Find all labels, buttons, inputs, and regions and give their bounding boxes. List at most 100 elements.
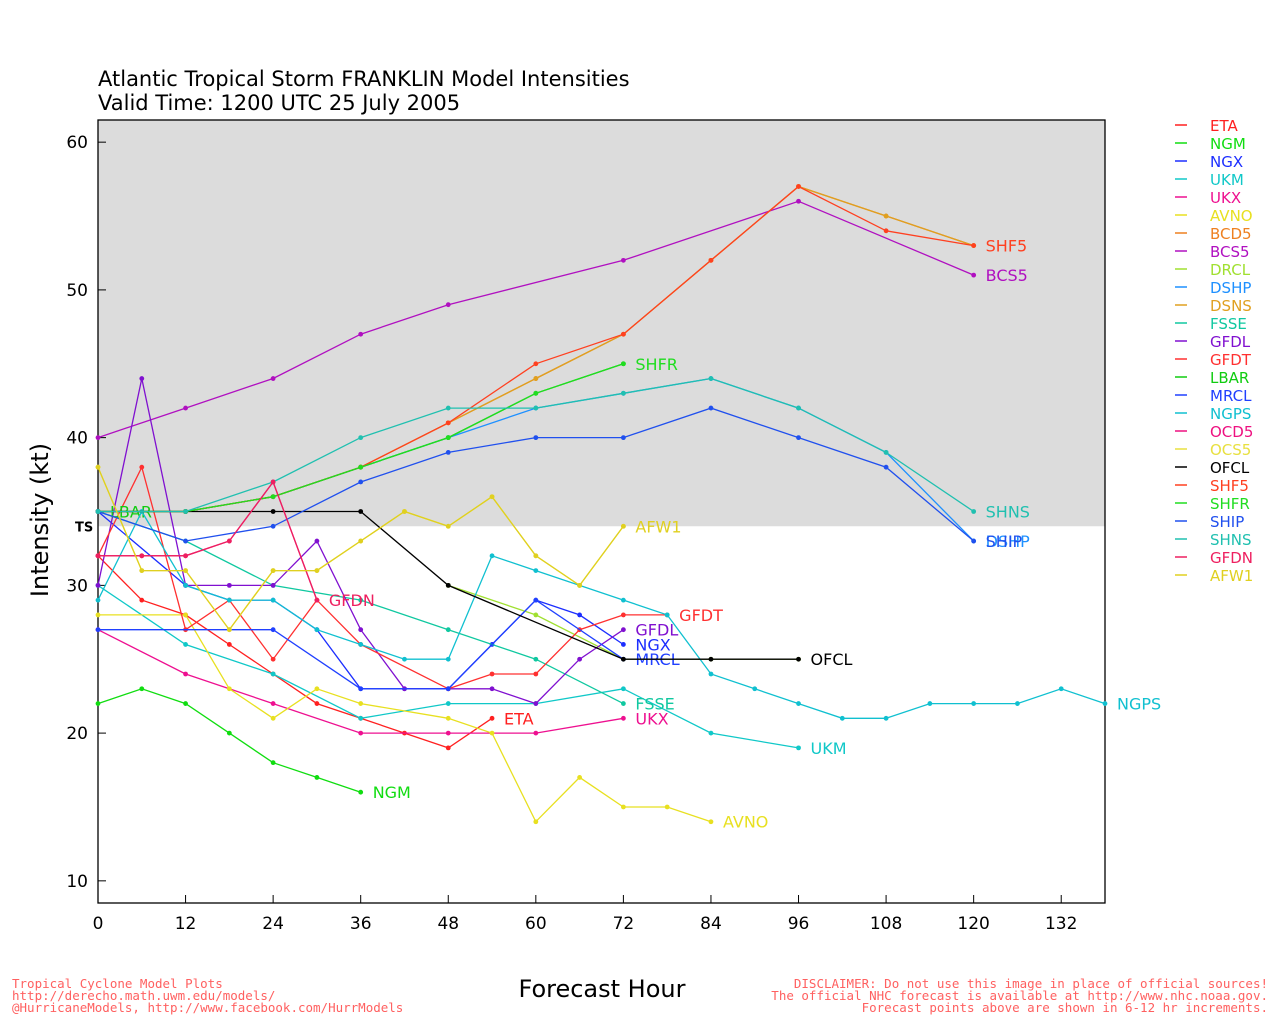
data-point-ukx [620, 715, 626, 721]
data-point-ngps [1015, 701, 1020, 706]
data-point-shfr [533, 390, 539, 396]
data-point-afw1 [95, 464, 101, 470]
chart-title: Atlantic Tropical Storm FRANKLIN Model I… [98, 67, 630, 91]
series-end-label-ukx: UKX [635, 709, 668, 728]
y-tick-label: 50 [66, 281, 88, 301]
series-end-label-gfdl: GFDL [635, 621, 678, 640]
data-point-avno [226, 686, 232, 692]
data-point-shf5 [533, 361, 539, 367]
data-point-ngps [533, 568, 539, 573]
y-tick-label: 30 [66, 576, 88, 596]
data-point-avno [314, 686, 320, 692]
data-point-mrcl [358, 686, 364, 692]
legend-item-gfdn: GFDN [1210, 549, 1253, 567]
x-tick-label: 72 [613, 914, 635, 934]
data-point-shfr [620, 361, 626, 367]
data-point-eta [489, 715, 495, 721]
data-point-ngx [577, 612, 583, 618]
data-point-shf5 [445, 420, 451, 426]
data-point-afw1 [183, 568, 188, 573]
footer-right-line: DISCLAIMER: Do not use this image in pla… [794, 976, 1268, 991]
data-point-ship [796, 435, 801, 441]
series-line-ofcl [98, 510, 799, 660]
data-point-avno [270, 715, 276, 721]
data-point-gfdt [489, 671, 495, 677]
series-line-ngps [97, 510, 1106, 719]
x-tick-label: 12 [175, 914, 197, 934]
series-end-label-ngm: NGM [373, 783, 411, 802]
legend-item-dsns: DSNS [1210, 297, 1252, 315]
data-point-ngps [839, 715, 845, 721]
data-point-gfdn [95, 553, 101, 559]
data-point-gfdt [270, 656, 276, 662]
series-end-label-eta: ETA [504, 709, 534, 728]
data-point-ngps [314, 627, 320, 633]
data-point-ngm [95, 701, 101, 706]
series-end-label-dshp: DSHP [986, 532, 1031, 551]
data-point-ukx [270, 701, 276, 706]
data-point-ship [183, 538, 188, 544]
series-end-label-avno: AVNO [723, 813, 768, 832]
data-point-drcl [533, 612, 539, 618]
data-point-afw1 [489, 494, 495, 500]
data-point-fsse [533, 656, 539, 662]
data-point-gfdl [489, 686, 495, 692]
legend-item-ukm: UKM [1210, 171, 1244, 189]
legend-item-bcs5: BCS5 [1210, 243, 1250, 261]
data-point-afw1 [402, 509, 407, 514]
data-point-bcs5 [620, 257, 626, 263]
data-point-fsse [445, 627, 451, 633]
data-point-ngps [796, 701, 801, 706]
legend-item-avno: AVNO [1210, 207, 1253, 225]
data-point-shfr [358, 464, 364, 470]
data-point-avno [95, 612, 101, 618]
x-tick-label: 24 [262, 914, 284, 934]
legend-item-shfr: SHFR [1210, 495, 1250, 513]
data-point-ngps [95, 597, 101, 603]
legend-item-ngm: NGM [1210, 135, 1246, 153]
data-point-afw1 [270, 568, 276, 573]
data-point-afw1 [314, 568, 320, 573]
data-point-ofcl [708, 656, 714, 662]
data-point-gfdn [314, 597, 320, 603]
data-point-ngm [139, 686, 145, 692]
legend-item-dshp: DSHP [1210, 279, 1251, 297]
data-point-shfr [270, 494, 276, 500]
legend-item-ocd5: OCD5 [1210, 423, 1253, 441]
series-end-label-shns: SHNS [986, 503, 1030, 522]
data-point-ngps [489, 553, 495, 559]
series-line-drcl [448, 584, 799, 660]
data-point-avno [183, 612, 188, 618]
data-point-ship [445, 450, 451, 455]
legend-item-gfdt: GFDT [1210, 351, 1252, 369]
data-point-ofcl [445, 582, 451, 588]
footer-left: Tropical Cyclone Model Plots http://dere… [12, 976, 403, 1015]
data-point-ukm [620, 686, 626, 692]
legend-item-lbar: LBAR [1210, 369, 1249, 387]
series-end-label-bcs5: BCS5 [986, 266, 1028, 285]
data-point-gfdl [620, 627, 626, 633]
y-tick-label: 60 [66, 133, 88, 153]
data-point-ngps [226, 597, 232, 603]
data-point-ngps [883, 715, 889, 721]
data-point-ukm [270, 671, 276, 677]
data-point-ofcl [620, 656, 626, 662]
x-tick-label: 108 [870, 914, 902, 934]
legend-item-drcl: DRCL [1210, 261, 1251, 279]
data-point-shf5 [971, 243, 977, 248]
legend-item-fsse: FSSE [1210, 315, 1247, 333]
data-point-shf5 [883, 228, 889, 234]
data-point-mrcl [533, 597, 539, 603]
data-point-gfdl [270, 582, 276, 588]
data-point-gfdn [226, 538, 232, 544]
data-point-gfdt [139, 464, 145, 470]
data-point-ngm [314, 775, 320, 780]
data-point-ukx [445, 730, 451, 736]
legend-item-ngx: NGX [1210, 153, 1243, 171]
data-point-ngps [358, 642, 364, 647]
data-point-fsse [620, 701, 626, 706]
data-point-afw1 [358, 538, 364, 544]
data-point-ngm [358, 789, 364, 795]
legend-item-gfdl: GFDL [1210, 333, 1251, 351]
chart-subtitle: Valid Time: 1200 UTC 25 July 2005 [98, 91, 460, 115]
